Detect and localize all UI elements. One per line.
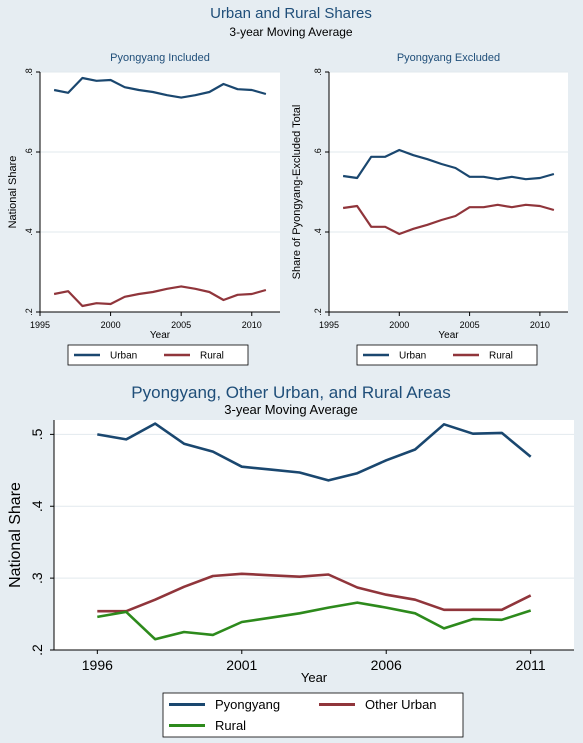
- y-axis-label: National Share: [7, 156, 19, 229]
- legend: [162, 692, 464, 738]
- series-line-urban: [342, 148, 555, 181]
- panel-pyongyang-other-urban-rural: .2 .3 .4 .5 1996 2001 2006 2011 Year National Sha…: [7, 420, 574, 738]
- x-axis-label: Year: [438, 330, 459, 341]
- y-tick-label: .4: [29, 500, 45, 512]
- x-tick-label: 2010: [530, 320, 550, 330]
- panel-pyongyang-included: .2 .4 .6 .8 1995 2000 2005 2010 Pyongyang Includ…: [7, 52, 280, 366]
- legend-label: Pyongyang: [215, 697, 280, 712]
- series-line-rural: [97, 601, 532, 641]
- legend: [356, 344, 538, 366]
- series-line-other-urban: [97, 572, 532, 613]
- y-axis-label: National Share: [7, 482, 24, 588]
- x-axis-label: Year: [301, 670, 328, 685]
- panel-title: Pyongyang Excluded: [397, 52, 500, 64]
- x-tick-label: 1996: [82, 657, 113, 673]
- x-tick-label: 2005: [460, 320, 480, 330]
- plot-area: [54, 420, 574, 650]
- legend-label: Rural: [200, 351, 224, 362]
- y-tick-label: .6: [24, 148, 34, 156]
- y-tick-label: .2: [24, 308, 34, 316]
- y-tick-label: .8: [313, 68, 323, 76]
- legend-label: Urban: [110, 351, 137, 362]
- legend-label: Other Urban: [365, 697, 437, 712]
- x-tick-label: 1995: [319, 320, 339, 330]
- x-tick-label: 2005: [171, 320, 191, 330]
- legend: [67, 344, 249, 366]
- series-line-rural: [342, 203, 555, 236]
- x-tick-label: 2011: [516, 657, 546, 673]
- plot-area: [40, 72, 280, 312]
- figure-subtitle: 3-year Moving Average: [229, 25, 353, 39]
- bottom-figure-subtitle: 3-year Moving Average: [224, 402, 357, 417]
- x-tick-label: 2000: [389, 320, 409, 330]
- series-line-rural: [53, 285, 267, 308]
- x-tick-label: 1995: [30, 320, 50, 330]
- x-tick-label: 2001: [226, 657, 257, 673]
- y-tick-label: .2: [313, 308, 323, 316]
- plot-area: [329, 72, 568, 312]
- y-tick-label: .3: [29, 572, 45, 584]
- y-axis-label: Share of Pyongyang-Excluded Total: [291, 105, 303, 280]
- x-tick-label: 2006: [371, 657, 402, 673]
- panel-title: Pyongyang Included: [110, 52, 210, 64]
- x-tick-label: 2010: [242, 320, 262, 330]
- series-line-urban: [53, 76, 267, 99]
- y-tick-label: .5: [29, 428, 45, 440]
- legend-label: Rural: [489, 351, 513, 362]
- y-tick-label: .6: [313, 148, 323, 156]
- panel-pyongyang-excluded: .2 .4 .6 .8 1995 2000 2005 2010 Pyongyang Exclud…: [291, 52, 568, 366]
- y-tick-label: .8: [24, 68, 34, 76]
- y-tick-label: .2: [29, 644, 45, 656]
- figure-title: Urban and Rural Shares: [210, 5, 372, 22]
- series-line-pyongyang: [97, 422, 532, 482]
- x-axis-label: Year: [150, 330, 171, 341]
- x-tick-label: 2000: [101, 320, 121, 330]
- bottom-figure-title: Pyongyang, Other Urban, and Rural Areas: [131, 383, 450, 402]
- legend-label: Urban: [399, 351, 426, 362]
- y-tick-label: .4: [24, 228, 34, 236]
- legend-label: Rural: [215, 718, 246, 733]
- y-tick-label: .4: [313, 228, 323, 236]
